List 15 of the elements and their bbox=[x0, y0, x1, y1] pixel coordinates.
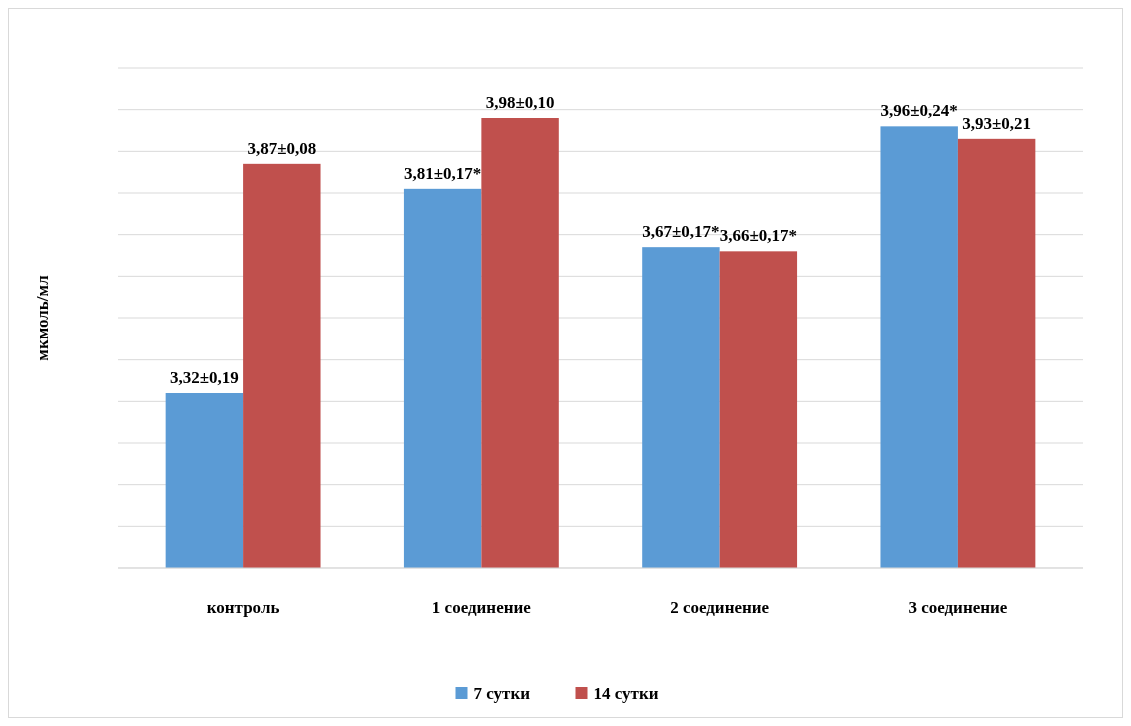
x-tick-label: 3 соединение bbox=[908, 598, 1008, 617]
data-label: 3,67±0,17* bbox=[642, 222, 720, 242]
data-label: 3,66±0,17* bbox=[719, 226, 798, 246]
data-label: 3,93±0,21 bbox=[962, 113, 1032, 133]
y-axis-title: мкмоль/мл bbox=[33, 274, 52, 361]
legend-label: 14 сутки bbox=[593, 683, 659, 703]
data-label: 3,32±0,19 bbox=[169, 368, 239, 387]
data-label: 3,98±0,10 bbox=[485, 93, 555, 112]
data-label: 3,96±0,24* bbox=[880, 101, 958, 121]
legend-label: 7 сутки bbox=[473, 683, 531, 703]
data-label: 3,87±0,08 bbox=[247, 138, 317, 158]
data-label: 3,81±0,17* bbox=[403, 163, 482, 183]
x-tick-label: 1 соединение bbox=[431, 598, 532, 617]
x-tick-label: 2 соединение bbox=[670, 598, 770, 617]
x-tick-label: контроль bbox=[206, 598, 280, 617]
